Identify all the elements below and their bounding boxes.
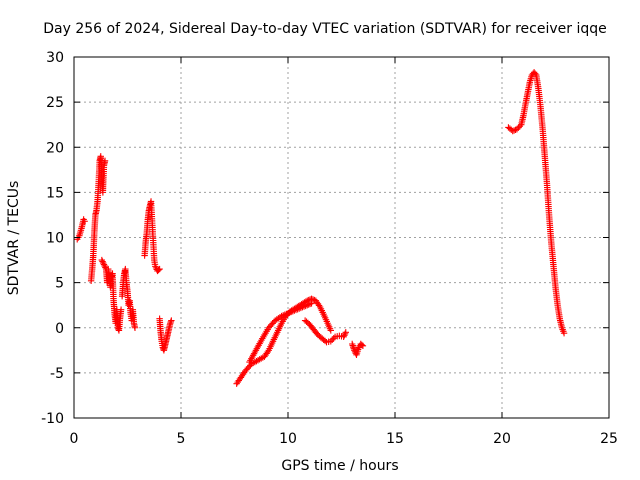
data-point: [81, 218, 88, 225]
x-tick-label: 0: [70, 431, 79, 447]
data-point: [100, 261, 108, 268]
data-point: [308, 300, 315, 307]
data-point: [515, 124, 522, 131]
data-point: [327, 327, 334, 334]
data-point: [560, 329, 568, 337]
data-point: [102, 264, 109, 271]
data-point: [327, 338, 334, 345]
data-point: [341, 330, 349, 337]
x-tick-label: 15: [386, 431, 404, 447]
y-tick-label: 5: [55, 276, 64, 292]
data-point: [509, 127, 516, 135]
data-point: [168, 317, 175, 324]
y-tick-label: 20: [46, 140, 64, 156]
data-points: [74, 69, 568, 387]
data-point: [342, 329, 349, 336]
data-point: [510, 127, 518, 134]
y-tick-label: -5: [50, 366, 64, 382]
data-point: [306, 300, 314, 308]
y-tick-label: 25: [46, 95, 64, 111]
data-point: [156, 265, 163, 273]
data-point: [340, 333, 347, 340]
data-point: [117, 306, 125, 313]
data-point: [99, 258, 106, 265]
chart-title: Day 256 of 2024, Sidereal Day-to-day VTE…: [43, 21, 607, 37]
x-tick-label: 10: [279, 431, 297, 447]
data-point: [516, 122, 524, 130]
y-tick-label: 15: [46, 185, 64, 201]
y-tick-label: 0: [55, 321, 64, 337]
data-point: [101, 157, 109, 164]
axis-ticks: 0 5 10 15 20 25 -10 -5 0 5 10 15 20 25 30: [41, 50, 618, 447]
data-point: [330, 335, 337, 342]
data-point: [131, 324, 139, 331]
y-axis-label: SDTVAR / TECUs: [6, 181, 22, 296]
data-point: [100, 259, 107, 267]
data-point: [315, 302, 323, 309]
data-point: [358, 341, 366, 349]
data-point: [305, 301, 312, 308]
grid-lines: [74, 57, 609, 418]
data-point: [329, 336, 336, 343]
y-tick-label: 10: [46, 231, 64, 247]
data-point: [98, 256, 106, 264]
data-point: [304, 301, 311, 309]
x-tick-label: 5: [177, 431, 186, 447]
data-point: [101, 262, 108, 270]
data-point: [309, 296, 317, 303]
data-point: [264, 348, 271, 356]
x-axis-label: GPS time / hours: [281, 458, 398, 474]
data-point: [341, 332, 348, 339]
data-point: [531, 70, 539, 77]
x-tick-label: 25: [600, 431, 618, 447]
data-point: [513, 126, 521, 133]
y-tick-label: 30: [46, 50, 64, 66]
data-point: [155, 266, 162, 274]
data-point: [359, 342, 367, 349]
x-tick-label: 20: [493, 431, 511, 447]
data-point: [152, 263, 159, 270]
data-point: [321, 337, 329, 345]
y-tick-label: -10: [41, 411, 64, 427]
